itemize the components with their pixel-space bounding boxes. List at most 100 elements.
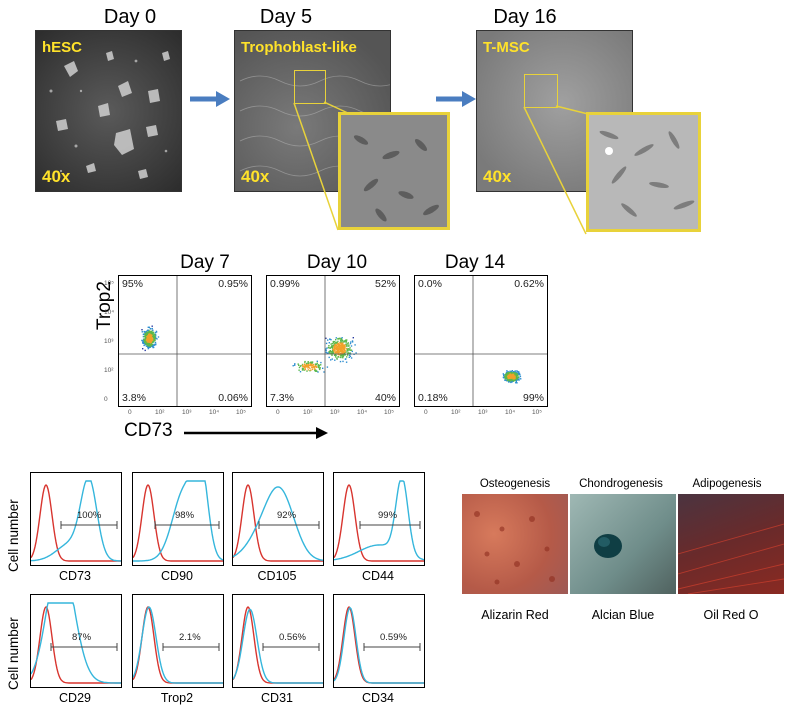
flow-event-point: [146, 342, 148, 344]
magnification-label: 40x: [241, 167, 270, 186]
stained-curve: [30, 480, 121, 562]
flow-event-point: [343, 345, 345, 347]
flow-event-point: [154, 344, 157, 346]
flow-event-point: [302, 364, 304, 366]
flow-event-point: [512, 371, 515, 373]
flow-event-point: [342, 354, 344, 356]
quadrant-pct-ul: 0.99%: [270, 278, 300, 290]
quadrant-pct-ur: 0.95%: [218, 278, 248, 290]
flow-event-point: [325, 342, 328, 345]
flow-event-point: [510, 381, 512, 384]
flow-event-point: [298, 366, 301, 369]
isotype-curve: [333, 484, 424, 562]
flow-x-tick-label: 10⁵: [532, 409, 542, 416]
histogram-plot: [232, 606, 323, 684]
hesc-colonies: [49, 51, 170, 179]
flow-event-point: [506, 379, 509, 382]
flow-event-point: [145, 343, 148, 346]
flow-event-point: [309, 364, 312, 366]
flow-event-point: [331, 352, 334, 355]
flow-event-point: [337, 343, 339, 346]
hist-y-axis-label-row1: Cell number: [6, 499, 21, 572]
flow-event-point: [341, 354, 343, 356]
flow-event-point: [338, 353, 340, 356]
flow-event-point: [329, 347, 331, 349]
day-label-5: Day 5: [259, 6, 313, 28]
flow-event-point: [154, 332, 157, 334]
flow-event-point: [143, 330, 145, 333]
flow-event-point: [518, 372, 520, 374]
stained-curve: [333, 480, 425, 561]
flow-y-tick-label: 10⁵: [104, 280, 114, 287]
flow-event-point: [326, 347, 328, 349]
flow-event-point: [505, 377, 507, 379]
flow-event-point: [149, 337, 151, 340]
flow-event-point: [150, 343, 152, 345]
flow-event-point: [330, 351, 332, 353]
histogram-plot: [132, 480, 224, 562]
flow-event-point: [337, 342, 340, 345]
tmsc-zoom-cells: [599, 130, 695, 217]
flow-event-point: [338, 347, 340, 350]
flow-event-point: [337, 348, 340, 350]
histogram-cd90: 98%: [132, 472, 224, 566]
flow-event-point: [147, 337, 150, 339]
flow-event-point: [143, 344, 145, 347]
isotype-curve: [132, 484, 223, 562]
magnification-label: 40x: [483, 167, 512, 186]
flow-event-point: [507, 377, 509, 379]
flow-event-point: [511, 381, 513, 383]
flow-event-point: [343, 352, 346, 355]
flow-event-point: [517, 372, 519, 375]
flow-event-point: [335, 349, 337, 351]
positive-gate: [363, 643, 421, 651]
flow-event-point: [319, 367, 321, 369]
histogram-pct: 0.56%: [279, 632, 306, 643]
flow-event-point: [342, 360, 344, 363]
flow-event-point: [330, 345, 333, 348]
flow-event-point: [351, 350, 353, 353]
flow-event-point: [336, 342, 338, 344]
flow-day-7-title: Day 7: [180, 252, 230, 273]
flow-event-point: [341, 337, 343, 339]
flow-event-point: [146, 332, 148, 335]
flow-event-point: [351, 340, 354, 342]
histogram-plot: [30, 480, 121, 562]
flow-event-point: [313, 366, 315, 368]
flow-event-point: [147, 345, 149, 347]
quadrant-pct-lr: 40%: [374, 392, 396, 404]
flow-event-point: [346, 348, 349, 351]
flow-event-point: [503, 374, 505, 376]
flow-event-point: [505, 379, 507, 381]
adipogenesis-title: Adipogenesis: [692, 478, 762, 490]
flow-event-point: [508, 381, 510, 383]
flow-event-point: [341, 347, 343, 350]
flow-event-point: [513, 372, 515, 375]
flow-event-point: [151, 344, 153, 346]
flow-event-point: [516, 377, 518, 379]
flow-event-point: [146, 340, 148, 342]
flow-event-point: [330, 343, 332, 345]
flow-event-point: [331, 354, 333, 356]
flow-event-point: [520, 378, 522, 380]
hesc-label: hESC: [42, 39, 83, 56]
flow-event-point: [292, 365, 294, 367]
flow-event-point: [510, 370, 513, 373]
flow-event-point: [148, 340, 150, 343]
positive-gate: [359, 521, 421, 529]
flow-event-point: [322, 367, 324, 369]
flow-event-point: [513, 379, 516, 382]
flow-event-point: [330, 346, 332, 348]
flow-event-point: [342, 344, 345, 346]
flow-event-point: [300, 365, 302, 367]
flow-event-point: [351, 341, 354, 343]
flow-event-point: [513, 372, 515, 374]
flow-event-point: [340, 342, 342, 344]
flow-event-point: [145, 343, 147, 345]
flow-event-point: [151, 345, 153, 348]
histogram-marker-label: CD31: [261, 691, 293, 705]
flow-event-point: [147, 342, 150, 344]
flow-event-point: [144, 349, 146, 352]
flow-event-point: [338, 346, 341, 349]
flow-event-point: [517, 376, 519, 379]
